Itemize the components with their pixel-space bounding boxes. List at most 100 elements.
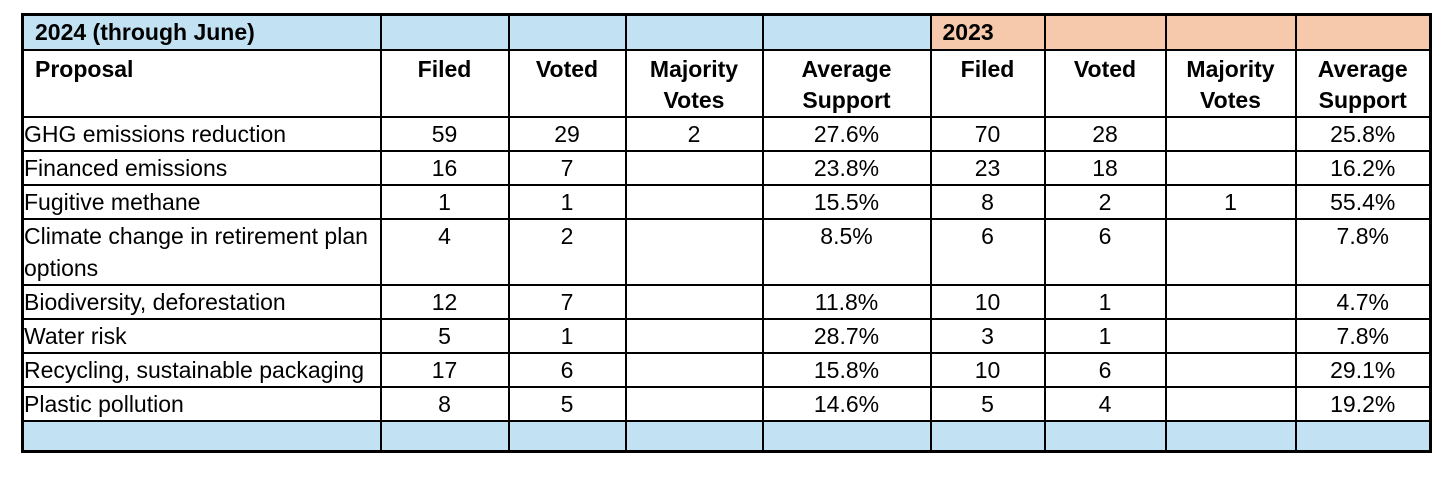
value-cell: 6: [1043, 218, 1167, 286]
value-cell: [624, 318, 764, 354]
value-cell: 8.5%: [761, 218, 932, 286]
column-header-majority-votes-2024: Majority Votes: [624, 49, 764, 118]
proposal-cell: Water risk: [21, 318, 382, 354]
column-header-average-support-2024: Average Support: [761, 49, 932, 118]
value-cell: 2: [507, 218, 627, 286]
proposals-table-figure: 2024 (through June) 2023 Proposal Filed …: [21, 13, 1432, 453]
value-cell: 29: [507, 116, 627, 152]
table-row: Water risk 5 1 28.7% 3 1 7.8%: [21, 318, 1432, 354]
value-cell: 7.8%: [1294, 218, 1432, 286]
value-cell: 1: [1164, 184, 1297, 220]
empty-cell: [624, 420, 764, 453]
value-cell: 10: [929, 284, 1046, 320]
value-cell: 6: [1043, 352, 1167, 388]
empty-cell: [1164, 13, 1297, 51]
empty-cell: [379, 420, 510, 453]
proposal-cell: Climate change in retirement plan option…: [21, 218, 382, 286]
value-cell: [1164, 150, 1297, 186]
empty-cell: [761, 13, 932, 51]
proposal-cell: Financed emissions: [21, 150, 382, 186]
empty-cell: [379, 13, 510, 51]
value-cell: [624, 386, 764, 422]
empty-cell: [507, 13, 627, 51]
column-header-voted-2023: Voted: [1043, 49, 1167, 118]
value-cell: [624, 150, 764, 186]
footer-row: [21, 420, 1432, 453]
year-2023-label: 2023: [942, 19, 994, 45]
value-cell: 29.1%: [1294, 352, 1432, 388]
empty-cell: [21, 420, 382, 453]
column-header-filed-2023: Filed: [929, 49, 1046, 118]
column-header-majority-votes-2023: Majority Votes: [1164, 49, 1297, 118]
value-cell: 19.2%: [1294, 386, 1432, 422]
value-cell: 4: [1043, 386, 1167, 422]
value-cell: 12: [379, 284, 510, 320]
value-cell: [1164, 386, 1297, 422]
value-cell: 2: [624, 116, 764, 152]
value-cell: 70: [929, 116, 1046, 152]
column-header-average-support-2023: Average Support: [1294, 49, 1432, 118]
empty-cell: [1294, 420, 1432, 453]
value-cell: 16: [379, 150, 510, 186]
empty-cell: [761, 420, 932, 453]
empty-cell: [1043, 13, 1167, 51]
proposals-table: 2024 (through June) 2023 Proposal Filed …: [21, 13, 1432, 453]
value-cell: 7: [507, 150, 627, 186]
value-cell: [1164, 318, 1297, 354]
empty-cell: [1164, 420, 1297, 453]
proposal-cell: Biodiversity, deforestation: [21, 284, 382, 320]
value-cell: 23.8%: [761, 150, 932, 186]
value-cell: 28.7%: [761, 318, 932, 354]
column-header-proposal: Proposal: [21, 49, 382, 118]
value-cell: 5: [379, 318, 510, 354]
value-cell: 4: [379, 218, 510, 286]
value-cell: 6: [507, 352, 627, 388]
value-cell: 1: [507, 318, 627, 354]
table-row: Biodiversity, deforestation 12 7 11.8% 10 1 4.…: [21, 284, 1432, 320]
empty-cell: [1043, 420, 1167, 453]
proposal-cell: GHG emissions reduction: [21, 116, 382, 152]
value-cell: 2: [1043, 184, 1167, 220]
proposal-cell: Recycling, sustainable packaging: [21, 352, 382, 388]
value-cell: 1: [379, 184, 510, 220]
value-cell: 8: [929, 184, 1046, 220]
value-cell: 18: [1043, 150, 1167, 186]
value-cell: 1: [1043, 284, 1167, 320]
proposal-cell: Plastic pollution: [21, 386, 382, 422]
value-cell: 27.6%: [761, 116, 932, 152]
value-cell: 7: [507, 284, 627, 320]
table-row: Recycling, sustainable packaging 17 6 15.8%…: [21, 352, 1432, 388]
empty-cell: [624, 13, 764, 51]
year-2023-cell: 2023: [929, 13, 1046, 51]
value-cell: 7.8%: [1294, 318, 1432, 354]
value-cell: 6: [929, 218, 1046, 286]
value-cell: 55.4%: [1294, 184, 1432, 220]
year-2024-label: 2024 (through June): [35, 19, 255, 45]
value-cell: 14.6%: [761, 386, 932, 422]
value-cell: 11.8%: [761, 284, 932, 320]
value-cell: [1164, 352, 1297, 388]
value-cell: 1: [1043, 318, 1167, 354]
table-row: Climate change in retirement plan option…: [21, 218, 1432, 286]
value-cell: 23: [929, 150, 1046, 186]
value-cell: [1164, 218, 1297, 286]
value-cell: [624, 352, 764, 388]
value-cell: 25.8%: [1294, 116, 1432, 152]
value-cell: 15.8%: [761, 352, 932, 388]
column-header-row: Proposal Filed Voted Majority Votes Aver…: [21, 49, 1432, 118]
table-row: Fugitive methane 1 1 15.5% 8 2 1 55.4%: [21, 184, 1432, 220]
column-header-voted-2024: Voted: [507, 49, 627, 118]
year-header-row: 2024 (through June) 2023: [21, 13, 1432, 51]
proposal-cell: Fugitive methane: [21, 184, 382, 220]
value-cell: 4.7%: [1294, 284, 1432, 320]
value-cell: 59: [379, 116, 510, 152]
year-2024-cell: 2024 (through June): [21, 13, 382, 51]
table-row: GHG emissions reduction 59 29 2 27.6% 70 28 25.…: [21, 116, 1432, 152]
column-header-filed-2024: Filed: [379, 49, 510, 118]
value-cell: 5: [929, 386, 1046, 422]
value-cell: 1: [507, 184, 627, 220]
value-cell: 16.2%: [1294, 150, 1432, 186]
empty-cell: [1294, 13, 1432, 51]
table-row: Financed emissions 16 7 23.8% 23 18 16.2%: [21, 150, 1432, 186]
empty-cell: [929, 420, 1046, 453]
